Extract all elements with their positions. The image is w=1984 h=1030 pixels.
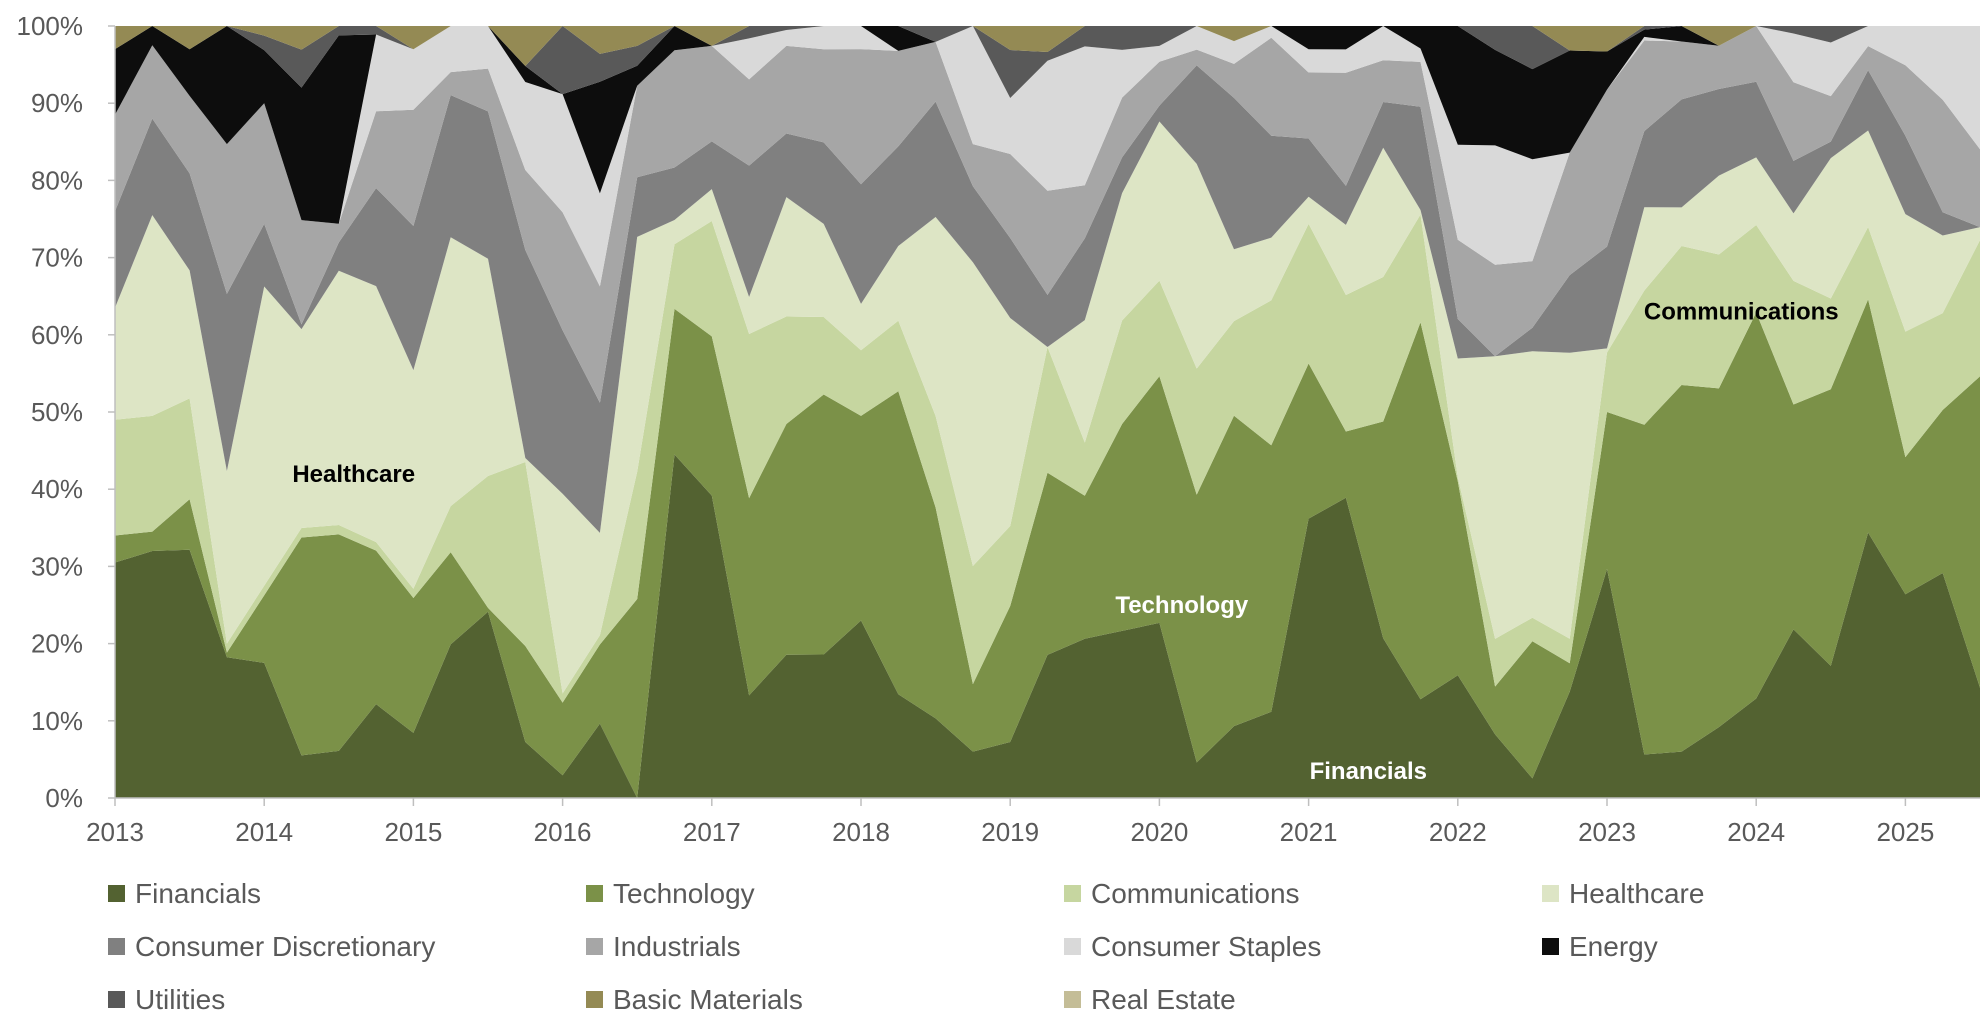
legend-label: Industrials	[613, 931, 741, 962]
area-financials	[115, 454, 1980, 798]
legend-swatch	[1064, 991, 1081, 1008]
area-labels: Healthcare Technology Financials Communicat…	[292, 299, 1838, 785]
y-tick-label: 60%	[31, 320, 83, 350]
y-tick-label: 0%	[45, 783, 83, 813]
legend-label: Consumer Discretionary	[135, 931, 435, 962]
legend: Financials Technology Communications Health…	[108, 878, 1704, 1015]
area-basic-materials	[115, 26, 1980, 66]
y-tick-label: 20%	[31, 629, 83, 659]
x-tick-label: 2014	[235, 817, 293, 847]
axes: 0% 10% 20% 30% 40% 50% 60% 70% 80% 90% 100% 2013 201…	[17, 11, 1980, 847]
legend-item-technology: Technology	[586, 878, 755, 909]
x-tick-label: 2017	[683, 817, 741, 847]
x-tick-label: 2021	[1280, 817, 1338, 847]
legend-swatch	[1064, 885, 1081, 902]
area-label-healthcare: Healthcare	[292, 461, 415, 488]
legend-label: Consumer Staples	[1091, 931, 1321, 962]
y-tick-label: 40%	[31, 474, 83, 504]
area-label-financials: Financials	[1310, 758, 1427, 785]
x-tick-label: 2015	[384, 817, 442, 847]
legend-swatch	[586, 938, 603, 955]
legend-swatch	[586, 991, 603, 1008]
area-industrials	[115, 26, 1980, 403]
area-label-technology: Technology	[1115, 592, 1249, 619]
area-energy	[115, 26, 1980, 224]
legend-item-consumer-staples: Consumer Staples	[1064, 931, 1321, 962]
x-tick-label: 2019	[981, 817, 1039, 847]
legend-label: Healthcare	[1569, 878, 1704, 909]
area-technology	[115, 299, 1980, 798]
y-tick-label: 50%	[31, 397, 83, 427]
legend-swatch	[1542, 885, 1559, 902]
y-tick-label: 80%	[31, 165, 83, 195]
legend-item-consumer-discretionary: Consumer Discretionary	[108, 931, 435, 962]
legend-label: Utilities	[135, 984, 225, 1015]
legend-swatch	[108, 991, 125, 1008]
y-tick-label: 70%	[31, 243, 83, 273]
x-tick-label: 2022	[1429, 817, 1487, 847]
legend-label: Real Estate	[1091, 984, 1236, 1015]
legend-item-real-estate: Real Estate	[1064, 984, 1236, 1015]
legend-label: Energy	[1569, 931, 1658, 962]
legend-item-utilities: Utilities	[108, 984, 225, 1015]
legend-item-energy: Energy	[1542, 931, 1658, 962]
area-consumer-discretionary	[115, 65, 1980, 533]
legend-item-financials: Financials	[108, 878, 261, 909]
y-tick-label: 30%	[31, 551, 83, 581]
x-tick-label: 2013	[86, 817, 144, 847]
x-tick-label: 2024	[1727, 817, 1785, 847]
x-tick-label: 2020	[1130, 817, 1188, 847]
x-tick-label: 2023	[1578, 817, 1636, 847]
legend-item-healthcare: Healthcare	[1542, 878, 1704, 909]
area-consumer-staples	[115, 26, 1980, 287]
legend-swatch	[586, 885, 603, 902]
x-tick-label: 2025	[1876, 817, 1934, 847]
legend-label: Basic Materials	[613, 984, 803, 1015]
legend-label: Technology	[613, 878, 755, 909]
legend-item-basic-materials: Basic Materials	[586, 984, 803, 1015]
legend-label: Financials	[135, 878, 261, 909]
legend-swatch	[1542, 938, 1559, 955]
legend-item-communications: Communications	[1064, 878, 1300, 909]
plot-areas	[115, 26, 1980, 798]
x-tick-label: 2018	[832, 817, 890, 847]
y-tick-label: 100%	[17, 11, 84, 41]
area-communications	[115, 214, 1980, 703]
legend-swatch	[108, 938, 125, 955]
area-healthcare	[115, 121, 1980, 694]
area-label-communications: Communications	[1644, 299, 1839, 326]
y-tick-label: 10%	[31, 706, 83, 736]
x-tick-label: 2016	[534, 817, 592, 847]
area-utilities	[115, 26, 1980, 98]
legend-item-industrials: Industrials	[586, 931, 741, 962]
legend-swatch	[1064, 938, 1081, 955]
legend-label: Communications	[1091, 878, 1300, 909]
legend-swatch	[108, 885, 125, 902]
y-tick-label: 90%	[31, 88, 83, 118]
